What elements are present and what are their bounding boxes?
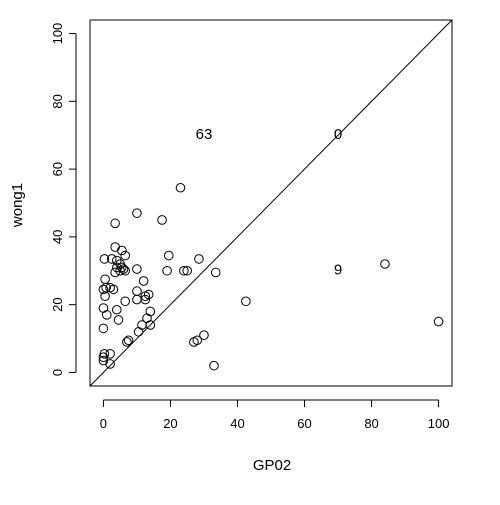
data-point [138,276,149,286]
data-point [132,208,142,218]
points-layer [98,182,444,371]
data-point [143,289,154,300]
data-point [175,182,186,193]
data-point [112,304,122,315]
y-axis-title: wong1 [9,183,26,228]
x-tick-label: 100 [428,416,450,431]
data-point [145,320,156,330]
data-point [99,254,110,264]
data-point [209,360,219,371]
data-point [105,349,115,359]
region-count-label: 9 [334,262,342,279]
data-point [98,284,109,295]
data-point [122,337,132,347]
data-point [98,323,109,334]
data-point [241,296,251,307]
data-point [182,265,193,276]
identity-line [89,19,453,387]
data-point [157,215,167,225]
data-point [194,254,204,264]
data-point [112,255,122,266]
data-point [179,265,189,276]
data-point [117,262,127,273]
data-point [199,330,209,340]
reference-line-layer [89,19,453,387]
y-tick-label: 40 [50,230,65,244]
data-point [210,267,221,278]
data-point [433,316,444,327]
data-point [117,245,127,256]
data-point [380,259,390,269]
x-tick-label: 0 [100,416,107,431]
data-point [108,284,119,295]
region-count-label: 0 [334,126,342,143]
data-point [110,267,120,278]
data-point [105,359,115,369]
data-point [106,254,117,264]
y-tick-label: 60 [50,162,65,176]
data-point [113,315,124,325]
x-tick-label: 40 [230,416,244,431]
data-point [101,310,112,320]
data-point [192,335,203,346]
y-tick-label: 20 [50,297,65,311]
y-tick-label: 80 [50,94,65,108]
data-point [163,250,174,261]
x-axis-title: GP02 [253,457,291,474]
data-point [123,335,134,346]
plot-frame [89,19,453,387]
data-point [99,349,110,359]
x-tick-label: 80 [364,416,378,431]
data-point [120,265,130,276]
data-point [118,264,129,274]
region-count-label: 63 [196,126,213,143]
annotation-layer: 63 0 9 [196,126,343,279]
data-point [110,218,120,229]
y-tick-label: 100 [50,23,65,45]
data-point [145,306,156,317]
x-tick-label: 60 [297,416,311,431]
data-point [120,296,130,307]
data-point [112,262,122,273]
data-point [162,265,172,276]
data-point [120,250,130,261]
x-tick-label: 20 [163,416,177,431]
data-point [100,274,110,285]
data-point [140,294,151,305]
axes-layer: 0 20 40 60 80 100 0 20 40 60 80 100 [50,19,453,431]
y-tick-label: 0 [50,369,65,376]
data-point [132,264,142,274]
